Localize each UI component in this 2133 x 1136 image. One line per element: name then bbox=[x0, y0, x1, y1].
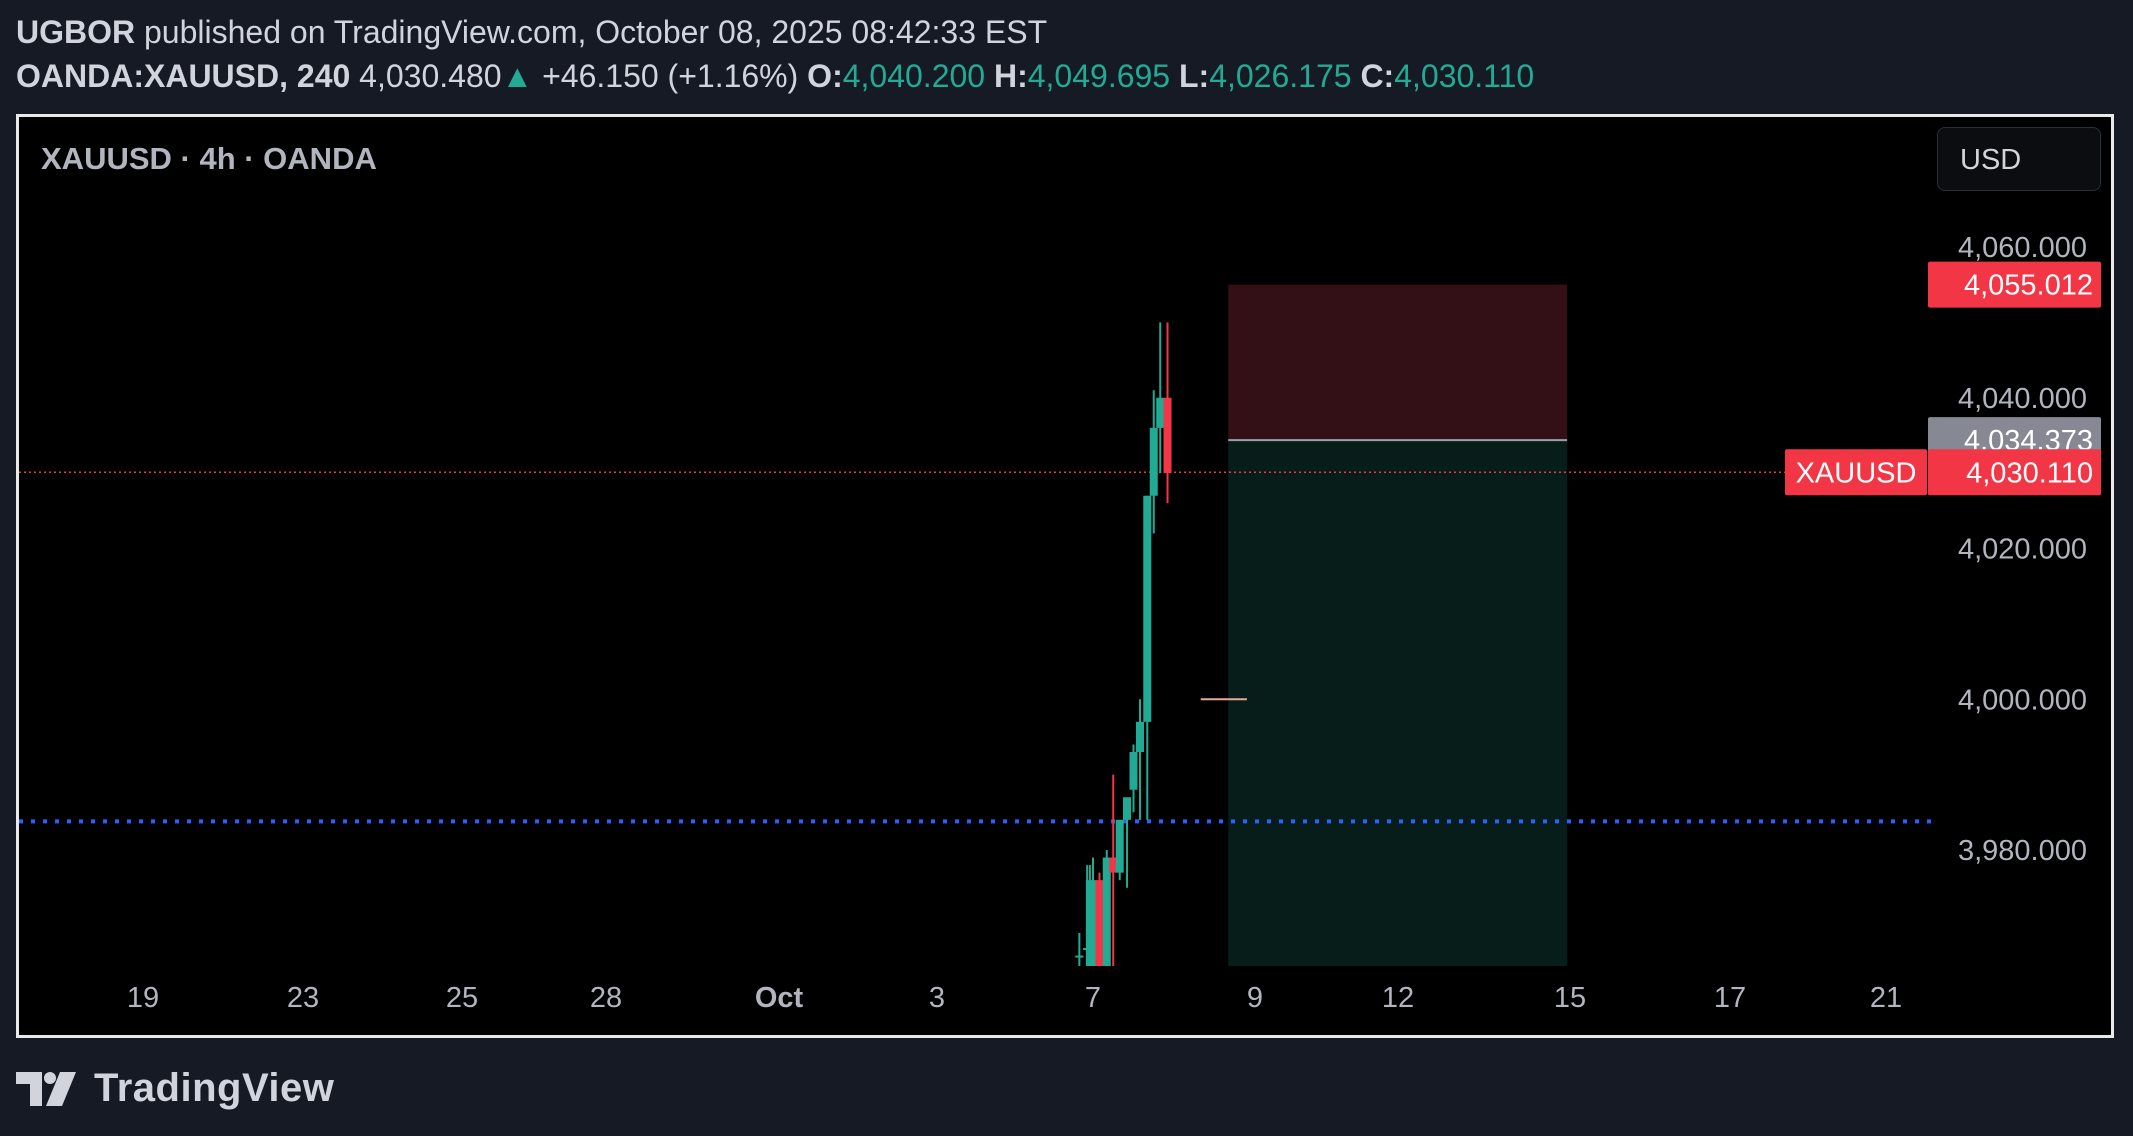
candle-body-0 bbox=[1075, 955, 1084, 958]
brand-name: TradingView bbox=[94, 1066, 335, 1110]
x-tick-label-10: 17 bbox=[1714, 982, 1746, 1014]
open-label: O: bbox=[807, 58, 843, 94]
y-tick-label-0: 4,060.000 bbox=[1958, 232, 2087, 264]
chart-frame[interactable]: 4,060.000 4,040.000 4,020.000 4,000.000 3,98… bbox=[16, 114, 2114, 1038]
author-name: UGBOR bbox=[16, 14, 136, 50]
low-value: 4,026.175 bbox=[1209, 58, 1352, 94]
candle-body-6 bbox=[1109, 857, 1118, 873]
y-tick-label-4: 3,980.000 bbox=[1958, 835, 2087, 867]
x-tick-label-2: 25 bbox=[446, 982, 478, 1014]
close-value: 4,030.110 bbox=[1394, 58, 1535, 94]
low-label: L: bbox=[1178, 58, 1210, 94]
candle-body-14 bbox=[1163, 397, 1172, 474]
high-label: H: bbox=[993, 58, 1028, 94]
currency-button[interactable]: USD bbox=[1937, 127, 2101, 191]
candle-body-7 bbox=[1115, 819, 1124, 873]
symbol-badge bbox=[1785, 449, 1927, 496]
up-arrow-icon: ▲ bbox=[501, 58, 534, 94]
quote-line: OANDA:XAUUSD, 240 4,030.480▲ +46.150 (+1… bbox=[16, 56, 1534, 96]
current-price-label: 4,030.110 bbox=[1966, 457, 2093, 489]
x-tick-label-3: 28 bbox=[590, 982, 622, 1014]
stop-price-badge bbox=[1928, 261, 2101, 308]
chart-legend: XAUUSD · 4h · OANDA bbox=[41, 141, 377, 176]
candle-body-5 bbox=[1102, 857, 1111, 966]
last-price: 4,030.480 bbox=[359, 58, 502, 94]
x-tick-label-11: 21 bbox=[1870, 982, 1902, 1014]
chart-canvas[interactable]: 4,060.000 4,040.000 4,020.000 4,000.000 3,98… bbox=[19, 117, 2111, 1035]
x-tick-label-6: 7 bbox=[1085, 982, 1101, 1014]
publish-info: UGBOR published on TradingView.com, Octo… bbox=[16, 12, 1047, 52]
symbol-badge-label: XAUUSD bbox=[1796, 457, 1917, 489]
x-tick-label-0: 19 bbox=[127, 982, 159, 1014]
x-tick-label-1: 23 bbox=[287, 982, 319, 1014]
symbol-label: OANDA:XAUUSD, 240 bbox=[16, 58, 351, 94]
y-tick-label-3: 4,000.000 bbox=[1958, 684, 2087, 716]
high-value: 4,049.695 bbox=[1027, 58, 1171, 94]
candle-body-4 bbox=[1095, 880, 1104, 966]
candle-body-10 bbox=[1135, 721, 1144, 753]
candle-body-12 bbox=[1149, 427, 1158, 496]
x-tick-label-8: 12 bbox=[1382, 982, 1414, 1014]
y-tick-label-2: 4,020.000 bbox=[1958, 534, 2087, 566]
candle-body-8 bbox=[1123, 797, 1132, 820]
stop-loss-zone bbox=[1228, 284, 1568, 441]
stop-price-label: 4,055.012 bbox=[1964, 270, 2093, 302]
published-text: published on TradingView.com, October 08… bbox=[135, 14, 1048, 50]
close-label: C: bbox=[1360, 58, 1395, 94]
x-tick-label-9: 15 bbox=[1554, 982, 1586, 1014]
x-tick-label-7: 9 bbox=[1247, 982, 1263, 1014]
price-change: +46.150 (+1.16%) bbox=[542, 58, 799, 94]
x-tick-label-5: 3 bbox=[929, 982, 945, 1014]
candle-body-11 bbox=[1143, 495, 1152, 722]
y-tick-label-1: 4,040.000 bbox=[1958, 383, 2087, 415]
current-price-badge bbox=[1928, 449, 2101, 496]
tradingview-logo-icon bbox=[16, 1071, 76, 1106]
candle-body-9 bbox=[1129, 752, 1138, 790]
candle-body-3 bbox=[1089, 880, 1097, 966]
x-tick-label-4: Oct bbox=[755, 982, 804, 1014]
tradingview-logo[interactable]: TradingView bbox=[16, 1066, 334, 1111]
candle-body-13 bbox=[1156, 397, 1165, 428]
take-profit-zone bbox=[1228, 440, 1568, 966]
open-value: 4,040.200 bbox=[842, 58, 986, 94]
